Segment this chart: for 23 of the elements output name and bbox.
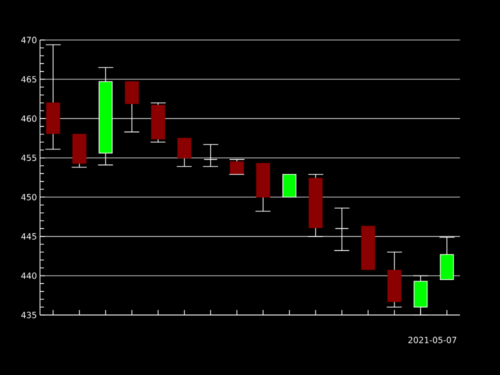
y-tick-label: 465 [21, 76, 36, 82]
y-tick-label: 450 [21, 194, 36, 200]
y-tick-label: 455 [21, 154, 36, 162]
candlestick [150, 102, 166, 143]
y-tick-label: 470 [21, 36, 36, 44]
candlestick [334, 208, 350, 251]
candlestick [202, 144, 218, 167]
y-tick-label: 440 [21, 272, 36, 279]
candlestick [176, 138, 192, 167]
candlestick [361, 226, 376, 270]
y-tick-label: 435 [21, 312, 36, 318]
candlestick [124, 81, 140, 132]
candlestick [255, 162, 271, 212]
text: 2021-05-07 [408, 336, 456, 344]
candlestick [229, 159, 245, 175]
candlestick [386, 252, 402, 308]
candlestick [439, 236, 455, 280]
y-tick-label: 460 [21, 115, 36, 122]
candlestick [282, 174, 296, 198]
candlestick [72, 134, 88, 168]
candlestick [98, 67, 114, 166]
y-tick-label: 445 [21, 233, 36, 240]
candlestick [308, 174, 324, 237]
